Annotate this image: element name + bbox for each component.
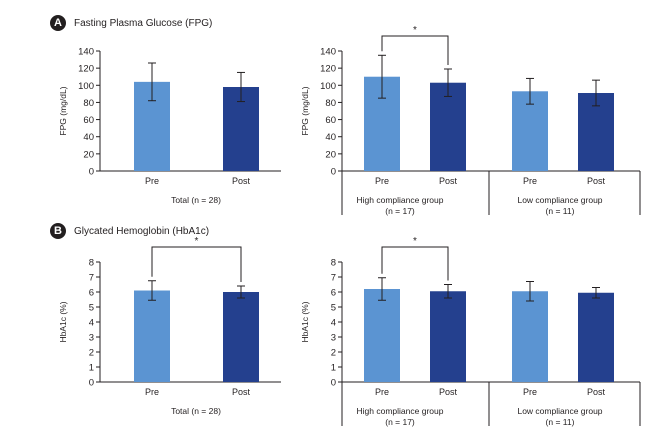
y-tick-label: 80	[325, 98, 336, 109]
significance-bracket	[381, 35, 449, 65]
bar-pre	[364, 289, 400, 382]
y-tick-label: 100	[320, 81, 336, 92]
y-tick-label: 4	[331, 318, 336, 329]
y-tick-label: 0	[331, 167, 336, 178]
y-axis-title: FPG (mg/dL)	[300, 86, 310, 135]
group-label: Total (n = 28)	[171, 195, 221, 205]
y-tick-label: 0	[89, 378, 94, 389]
x-category-label: Pre	[523, 176, 537, 186]
group-label: (n = 17)	[385, 417, 415, 427]
y-tick-label: 6	[89, 288, 94, 299]
bar-pre	[512, 291, 548, 382]
panel-b-badge: B	[50, 223, 66, 239]
y-tick-label: 100	[78, 81, 94, 92]
x-category-label: Post	[232, 176, 251, 186]
y-tick-label: 2	[331, 348, 336, 359]
y-tick-label: 1	[331, 363, 336, 374]
group-label: (n = 11)	[546, 206, 575, 216]
y-axis-title: HbA1c (%)	[300, 301, 310, 342]
y-tick-label: 7	[89, 273, 94, 284]
y-tick-label: 120	[78, 64, 94, 75]
group-label: (n = 11)	[546, 417, 575, 427]
y-tick-label: 120	[320, 64, 336, 75]
bar-post	[578, 292, 614, 382]
x-category-label: Pre	[375, 387, 389, 397]
x-category-label: Pre	[375, 176, 389, 186]
y-tick-label: 60	[83, 115, 94, 126]
bar-pre	[134, 290, 170, 382]
significance-bracket	[151, 246, 242, 282]
panel-b-title: Glycated Hemoglobin (HbA1c)	[74, 225, 210, 237]
y-tick-label: 2	[89, 348, 94, 359]
y-axis-title: FPG (mg/dL)	[58, 86, 68, 135]
y-tick-label: 5	[331, 303, 336, 314]
x-category-label: Post	[587, 176, 606, 186]
y-tick-label: 0	[331, 378, 336, 389]
group-label: (n = 17)	[385, 206, 415, 216]
y-tick-label: 20	[83, 149, 94, 160]
group-label: Low compliance group	[517, 195, 602, 205]
y-axis-title: HbA1c (%)	[58, 301, 68, 342]
panel-a-header: A Fasting Plasma Glucose (FPG)	[50, 15, 212, 31]
significance-label: *	[413, 236, 417, 247]
significance-label: *	[195, 236, 199, 247]
x-category-label: Post	[439, 176, 458, 186]
group-label: Low compliance group	[517, 406, 602, 416]
y-tick-label: 140	[320, 47, 336, 58]
panel-a-title: Fasting Plasma Glucose (FPG)	[74, 17, 213, 29]
x-category-label: Pre	[145, 387, 159, 397]
y-tick-label: 8	[89, 258, 94, 269]
x-category-label: Pre	[145, 176, 159, 186]
y-tick-label: 80	[83, 98, 94, 109]
bar-post	[223, 292, 259, 382]
x-category-label: Post	[232, 387, 251, 397]
panel-a-badge: A	[50, 15, 66, 31]
y-tick-label: 8	[331, 258, 336, 269]
group-label: High compliance group	[357, 195, 444, 205]
y-tick-label: 0	[89, 167, 94, 178]
y-tick-label: 5	[89, 303, 94, 314]
y-tick-label: 3	[89, 333, 94, 344]
bar-post	[430, 82, 466, 171]
y-tick-label: 40	[83, 132, 94, 143]
y-tick-label: 20	[325, 149, 336, 160]
x-category-label: Post	[587, 387, 606, 397]
x-category-label: Pre	[523, 387, 537, 397]
panel-b-header: B Glycated Hemoglobin (HbA1c)	[50, 223, 209, 239]
y-tick-label: 140	[78, 47, 94, 58]
group-label: Total (n = 28)	[171, 406, 221, 416]
group-label: High compliance group	[357, 406, 444, 416]
significance-bracket	[381, 246, 449, 281]
y-tick-label: 1	[89, 363, 94, 374]
significance-label: *	[413, 25, 417, 36]
bar-post	[430, 291, 466, 382]
y-tick-label: 40	[325, 132, 336, 143]
x-category-label: Post	[439, 387, 458, 397]
y-tick-label: 60	[325, 115, 336, 126]
y-tick-label: 4	[89, 318, 94, 329]
y-tick-label: 7	[331, 273, 336, 284]
y-tick-label: 3	[331, 333, 336, 344]
y-tick-label: 6	[331, 288, 336, 299]
